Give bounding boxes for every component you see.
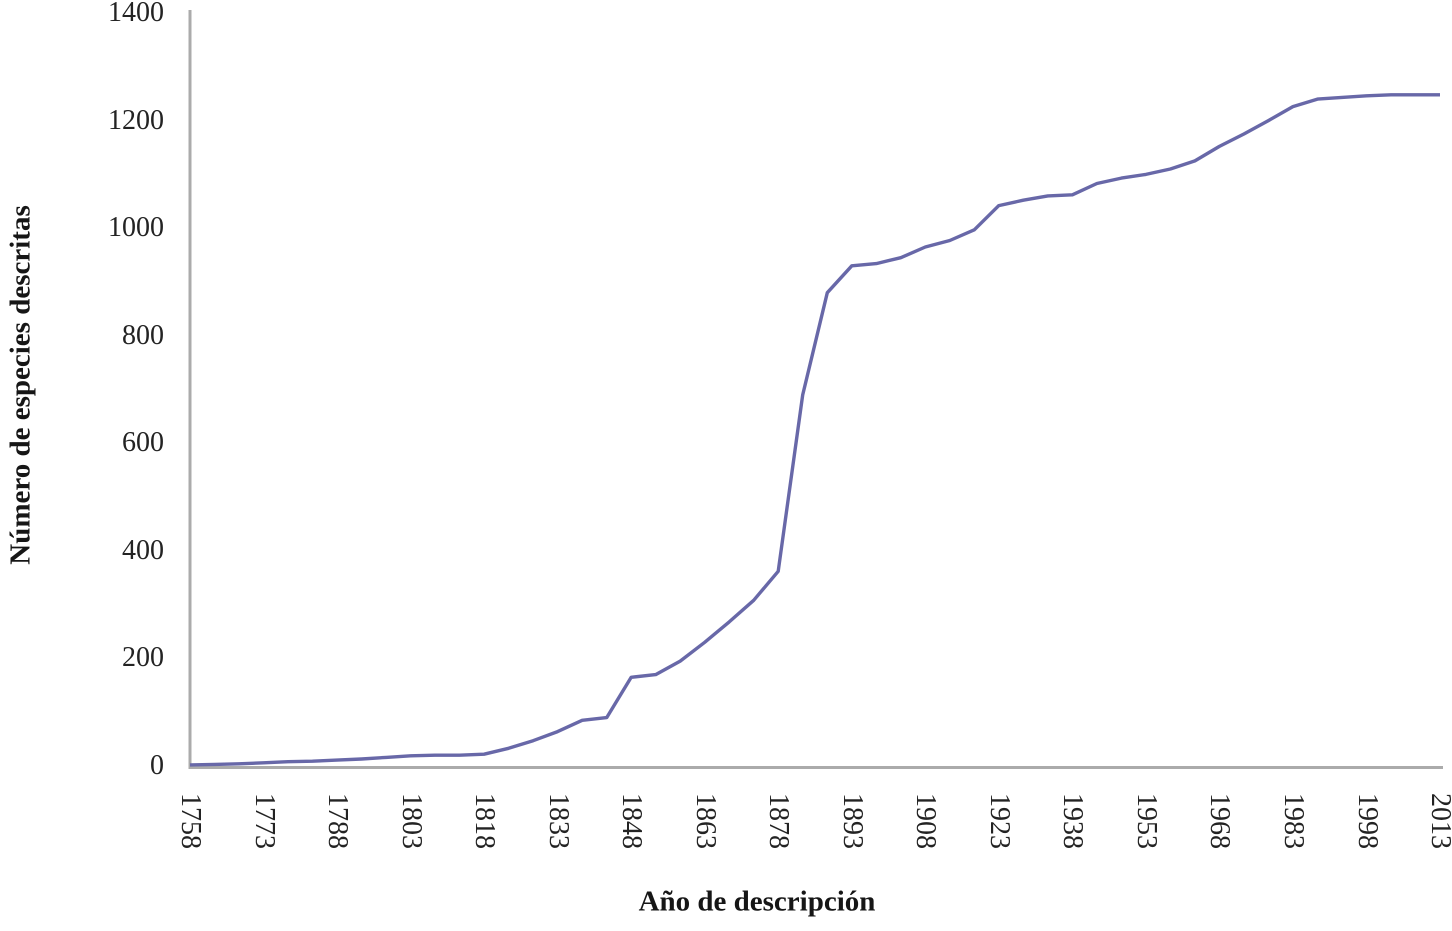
- y-tick-label: 200: [122, 642, 164, 674]
- x-tick-label: 1908: [910, 793, 942, 849]
- x-tick-label: 1818: [469, 793, 501, 849]
- y-axis-title: Número de especies descritas: [4, 205, 37, 565]
- species-cumulative-line: [189, 93, 1440, 767]
- x-tick-label: 2013: [1425, 793, 1452, 849]
- x-tick-label: 1833: [542, 793, 574, 849]
- x-tick-label: 1863: [689, 793, 721, 849]
- y-tick-label: 600: [122, 427, 164, 459]
- x-tick-label: 1788: [322, 793, 354, 849]
- x-tick-label: 1758: [175, 793, 206, 849]
- y-tick-label: 1000: [108, 212, 164, 244]
- x-tick-label: 1773: [248, 793, 280, 849]
- y-tick-label: 800: [122, 319, 164, 351]
- x-axis-title: Año de descripción: [638, 885, 876, 918]
- y-tick-label: 400: [122, 534, 164, 566]
- x-tick-label: 1983: [1277, 793, 1309, 849]
- x-tick-label: 1923: [983, 793, 1015, 849]
- x-tick-label: 1938: [1057, 793, 1089, 849]
- y-tick-label: 1200: [108, 104, 164, 136]
- x-tick-label: 1848: [616, 793, 648, 849]
- x-tick-label: 1893: [836, 793, 868, 849]
- x-tick-label: 1998: [1351, 793, 1383, 849]
- y-tick-label: 0: [150, 750, 164, 781]
- x-tick-label: 1968: [1204, 793, 1236, 849]
- x-tick-label: 1953: [1130, 793, 1162, 849]
- y-tick-label: 1400: [108, 0, 164, 28]
- x-tick-label: 1878: [763, 793, 795, 849]
- x-tick-label: 1803: [395, 793, 427, 849]
